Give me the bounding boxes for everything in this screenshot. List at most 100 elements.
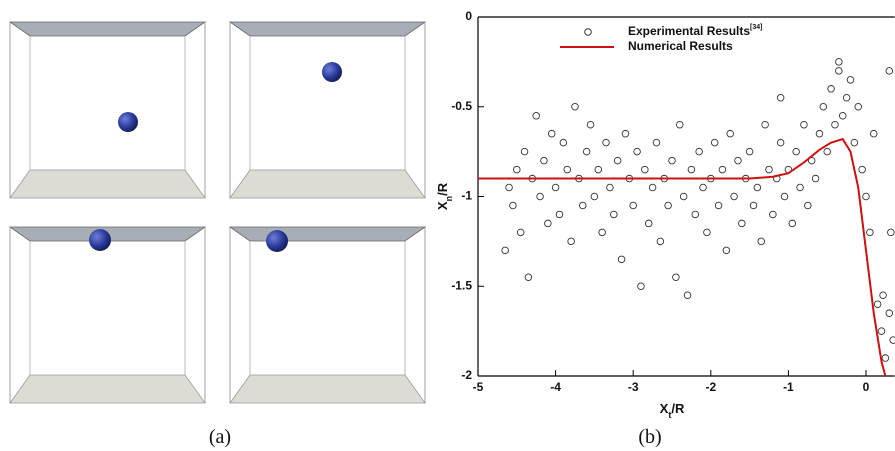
data-point [838, 111, 847, 120]
data-point [610, 210, 618, 219]
data-point [699, 183, 707, 192]
data-point [687, 165, 696, 174]
data-point [579, 201, 587, 210]
data-point [738, 219, 746, 228]
caption: (a) [209, 426, 231, 448]
data-point [870, 129, 878, 138]
sphere [322, 62, 342, 82]
y-tick-label: 0 [465, 9, 472, 23]
data-point [854, 102, 862, 111]
data-point [691, 210, 700, 219]
data-point [679, 192, 688, 201]
data-point [703, 228, 711, 237]
data-point [590, 192, 599, 201]
data-point [788, 219, 797, 228]
data-point [563, 165, 571, 174]
data-point [858, 165, 866, 174]
data-point [532, 111, 540, 120]
x-axis-label-part: X [660, 401, 669, 416]
legend-reference: [34] [750, 24, 762, 31]
y-axis-label: Xn/R [435, 182, 454, 210]
box [9, 226, 206, 404]
legend-key-area [560, 41, 561, 42]
data-point [513, 165, 521, 174]
plot-area [478, 58, 895, 376]
data-point [516, 228, 525, 237]
data-point [520, 147, 529, 156]
data-point [889, 336, 895, 344]
data-point [551, 183, 560, 192]
data-point [617, 255, 626, 264]
x-axis-label: Xt/R [660, 401, 685, 420]
data-point [586, 120, 595, 129]
data-point [582, 147, 591, 156]
chart: 0-0.5-1-1.5-2-5 -4 -3 -2 -1 0Xt/RXn/RExperime… [435, 9, 895, 420]
data-point [769, 210, 777, 219]
data-point [501, 246, 509, 255]
legend-name: Numerical Results [628, 39, 733, 53]
data-point [881, 354, 890, 362]
data-point [509, 201, 517, 210]
data-point [676, 120, 684, 129]
data-point [811, 174, 820, 183]
x-tick-label: -1 [783, 380, 794, 394]
y-tick-label: -1.5 [451, 278, 472, 292]
box [229, 226, 426, 404]
data-point [757, 237, 765, 246]
data-point [842, 94, 851, 102]
data-point [734, 156, 742, 165]
data-point [540, 156, 548, 165]
data-point [555, 210, 564, 219]
data-point [710, 138, 719, 147]
legend-label: Numerical Results [628, 39, 733, 53]
data-point [831, 120, 839, 129]
data-point [815, 129, 824, 138]
data-point [873, 300, 882, 308]
data-point [668, 156, 676, 165]
data-point [695, 147, 703, 156]
y-axis-label-part: X [435, 201, 450, 210]
x-tick-label: -2 [705, 380, 716, 394]
data-point [672, 273, 680, 282]
data-point [594, 165, 603, 174]
x-tick-label: -5 [473, 380, 484, 394]
data-point [621, 129, 630, 138]
data-point [641, 165, 649, 174]
data-point [780, 192, 789, 201]
data-point [629, 201, 637, 210]
data-point [664, 201, 672, 210]
legend-key-area [560, 26, 561, 27]
data-point [571, 102, 579, 111]
sphere [266, 230, 288, 252]
data-point [598, 228, 606, 237]
data-point [745, 147, 754, 156]
panel-a [9, 21, 426, 404]
data-point [761, 120, 769, 129]
y-tick-label: -2 [461, 368, 472, 382]
data-point [633, 147, 641, 156]
data-point [613, 156, 622, 165]
x-tick-label: -3 [628, 380, 639, 394]
data-point [730, 192, 738, 201]
data-point [776, 94, 785, 102]
data-point [776, 138, 785, 147]
data-point [800, 120, 808, 129]
x-tick-label: -4 [550, 380, 561, 394]
data-point [567, 237, 575, 246]
data-point [796, 183, 804, 192]
data-point [726, 129, 734, 138]
data-point [753, 183, 762, 192]
data-point [718, 165, 727, 174]
y-axis-label-part: /R [435, 182, 450, 196]
data-point [819, 102, 828, 111]
y-axis-label-part: n [444, 196, 454, 202]
data-point [652, 138, 661, 147]
data-point [827, 85, 835, 93]
data-point [765, 165, 773, 174]
data-point [602, 138, 610, 147]
x-tick-label: 0 [863, 380, 870, 394]
data-point [835, 58, 843, 66]
data-point [823, 147, 831, 156]
x-axis-label-part: t [668, 410, 671, 420]
